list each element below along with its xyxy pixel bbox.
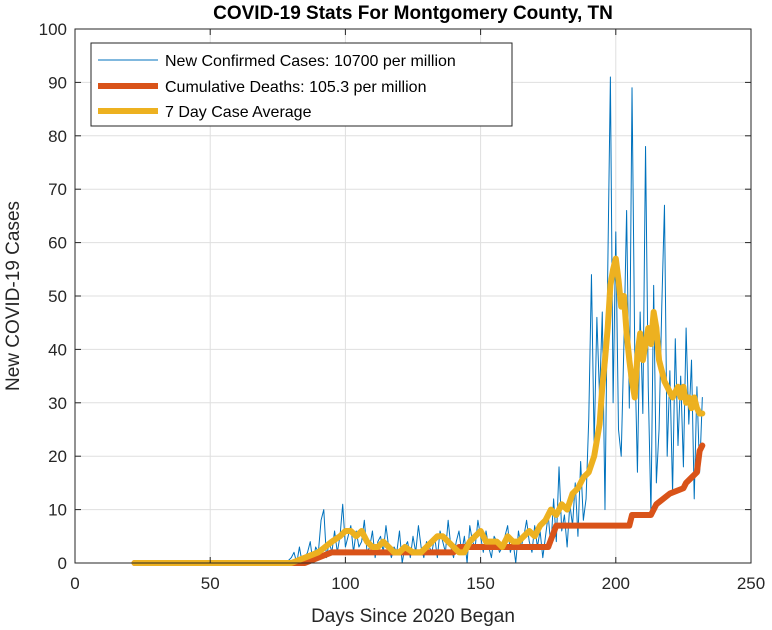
y-tick-label: 100: [39, 20, 67, 39]
series-cumulative-deaths: [131, 442, 706, 566]
y-tick-label: 70: [48, 180, 67, 199]
legend-box: [90, 42, 513, 127]
x-tick-label: 250: [737, 574, 765, 593]
x-tick-label: 100: [331, 574, 359, 593]
x-tick-label: 0: [70, 574, 79, 593]
chart-title: COVID-19 Stats For Montgomery County, TN: [213, 3, 613, 24]
y-tick-label: 0: [58, 554, 67, 573]
legend: New Confirmed Cases: 10700 per million C…: [90, 42, 513, 127]
legend-label-7-day-average: 7 Day Case Average: [165, 104, 312, 121]
x-tick-label: 150: [466, 574, 494, 593]
ticks: 0 50 100 150 200 250 0 10 20 30 40 50 60 70 80 90 100: [39, 20, 766, 593]
y-tick-label: 80: [48, 127, 67, 146]
series-7-day-case-average: [131, 255, 706, 566]
x-axis-label: Days Since 2020 Began: [311, 606, 515, 627]
y-tick-label: 50: [48, 287, 67, 306]
y-tick-label: 90: [48, 73, 67, 92]
y-tick-label: 30: [48, 394, 67, 413]
y-axis-label: New COVID-19 Cases: [3, 201, 24, 391]
legend-label-new-cases: New Confirmed Cases: 10700 per million: [165, 53, 456, 70]
y-tick-label: 20: [48, 447, 67, 466]
x-tick-label: 200: [602, 574, 630, 593]
y-tick-label: 60: [48, 234, 67, 253]
legend-label-cumulative-deaths: Cumulative Deaths: 105.3 per million: [165, 79, 426, 96]
y-tick-label: 40: [48, 340, 67, 359]
x-tick-label: 50: [201, 574, 220, 593]
y-tick-label: 10: [48, 501, 67, 520]
series-layer: [131, 76, 706, 566]
series-new-confirmed-cases: [133, 76, 703, 564]
